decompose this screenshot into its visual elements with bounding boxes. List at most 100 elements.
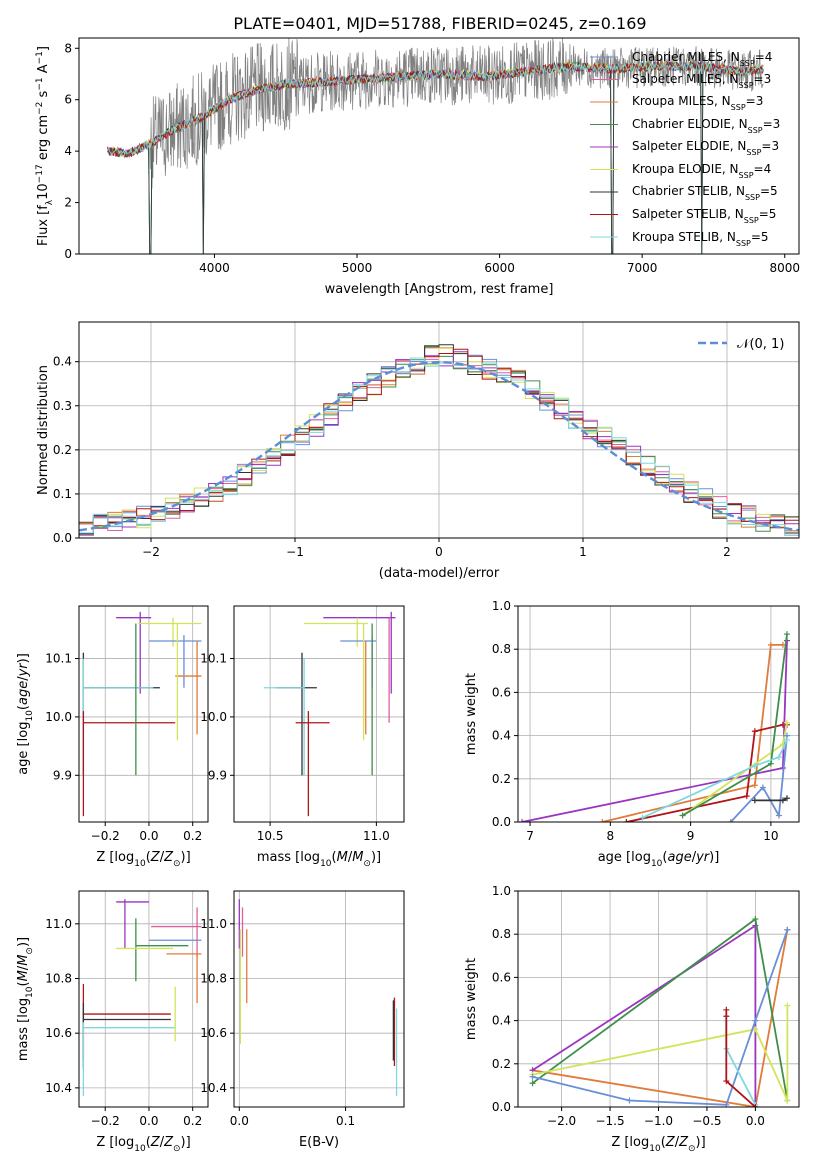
y-tick-label: 0.6 [492, 970, 511, 984]
data-point-marker [775, 812, 782, 819]
plot-area-mass_vs_ebv [234, 891, 404, 1107]
plot-area-massweight_vs_Z [518, 891, 799, 1107]
x-tick-label: 0.1 [336, 1114, 355, 1128]
x-tick-label: 0.0 [139, 829, 158, 843]
y-tick-label: 0.8 [492, 927, 511, 941]
y-tick-label: 11.0 [200, 917, 227, 931]
data-point-marker [784, 1002, 791, 1009]
x-tick-label: 0.0 [746, 1114, 765, 1128]
y-tick-label: 2 [64, 196, 72, 210]
y-axis-label: mass [log10(M/M⊙)] [16, 937, 35, 1061]
mass-weight-line [532, 1005, 789, 1101]
data-point-marker [759, 784, 766, 791]
legend-entry-chabrier-miles: Chabrier MILES, NSSP=4 [632, 50, 772, 68]
y-axis-label: mass weight [464, 958, 479, 1040]
data-point-marker [639, 814, 646, 821]
data-point-marker [784, 926, 791, 933]
x-tick-label: −1 [286, 545, 304, 559]
x-axis-label: Z [log10(Z/Z⊙)] [96, 850, 190, 869]
model-spectrum-line [107, 60, 764, 254]
x-tick-label: 9 [687, 829, 695, 843]
residual-histogram [79, 357, 799, 536]
axes-frame [78, 605, 209, 823]
x-tick-label: −0.2 [91, 1114, 120, 1128]
model-spectrum-line [107, 60, 764, 254]
data-point-marker [752, 1026, 759, 1033]
y-tick-label: 0.0 [492, 1100, 511, 1114]
mass-weight-line [626, 723, 787, 822]
y-tick-label: 10.4 [200, 1081, 227, 1095]
plot-area-residuals [79, 322, 799, 538]
y-tick-label: 8 [64, 41, 72, 55]
y-tick-label: 0.2 [53, 443, 72, 457]
y-tick-label: 0.4 [492, 729, 511, 743]
x-tick-label: 0.0 [139, 1114, 158, 1128]
y-tick-label: 11.0 [45, 917, 72, 931]
legend-entry-kroupa-miles: Kroupa MILES, NSSP=3 [632, 94, 763, 112]
legend-entry-salpeter-stelib: Salpeter STELIB, NSSP=5 [632, 207, 776, 225]
x-tick-label: 8000 [769, 261, 800, 275]
data-point-marker [752, 1104, 759, 1107]
y-tick-label: 10.0 [200, 710, 227, 724]
x-tick-label: −1.0 [644, 1114, 673, 1128]
mass-weight-line [531, 917, 789, 1101]
y-tick-label: 0.4 [492, 1014, 511, 1028]
data-point-marker [775, 754, 782, 761]
x-tick-label: 0.0 [230, 1114, 249, 1128]
residual-histogram [79, 348, 799, 529]
y-tick-label: 10.1 [200, 652, 227, 666]
data-point-marker [626, 1097, 633, 1104]
data-point-marker [599, 819, 606, 822]
observed-spectrum-line [107, 38, 764, 189]
y-tick-label: 0.0 [492, 815, 511, 829]
legend-entry-kroupa-elodie: Kroupa ELODIE, NSSP=4 [632, 162, 771, 180]
residual-histogram [79, 344, 799, 534]
y-axis-label: Flux [fλ10−17 erg cm−2 s−1 A−1] [35, 46, 55, 246]
y-tick-label: 0.2 [492, 772, 511, 786]
y-axis-label: mass weight [464, 673, 479, 755]
y-tick-label: 10.8 [200, 971, 227, 985]
x-tick-label: −0.2 [91, 829, 120, 843]
y-tick-label: 10.6 [45, 1026, 72, 1040]
data-point-marker [767, 760, 774, 767]
figure-title: PLATE=0401, MJD=51788, FIBERID=0245, z=0… [233, 14, 646, 33]
y-axis-label: Normed distribution [36, 365, 51, 495]
y-tick-label: 6 [64, 93, 72, 107]
data-point-marker [723, 1078, 730, 1085]
y-tick-label: 10.6 [200, 1026, 227, 1040]
mass-weight-line [532, 929, 789, 1107]
y-tick-label: 0.4 [53, 355, 72, 369]
data-point-marker [529, 1073, 536, 1080]
data-point-marker [751, 782, 758, 789]
axes-frame [78, 37, 800, 255]
x-tick-label: 2 [723, 545, 731, 559]
x-tick-label: 10.5 [257, 829, 284, 843]
axes-frame [233, 890, 405, 1108]
plot-area-massweight_vs_age [518, 606, 799, 822]
mass-weight-line [730, 735, 788, 822]
mass-weight-line [532, 929, 789, 1106]
x-axis-label: mass [log10(M/M⊙)] [257, 850, 381, 869]
y-tick-label: 10.8 [45, 971, 72, 985]
x-axis-label: (data-model)/error [379, 566, 500, 581]
mass-weight-line [532, 923, 757, 1107]
x-tick-label: 0.2 [183, 829, 202, 843]
y-tick-label: 0.6 [492, 685, 511, 699]
x-axis-label: age [log10(age/yr)] [598, 850, 720, 869]
y-axis-label: age [log10(age/yr)] [16, 653, 35, 775]
y-tick-label: 10.0 [45, 710, 72, 724]
y-tick-label: 0.3 [53, 399, 72, 413]
axes-frame [517, 605, 800, 823]
x-tick-label: −0.5 [692, 1114, 721, 1128]
y-tick-label: 9.9 [208, 768, 227, 782]
x-axis-label: Z [log10(Z/Z⊙)] [96, 1135, 190, 1154]
plot-area-spectrum [107, 38, 764, 254]
model-spectrum-line [107, 60, 764, 254]
y-tick-label: 4 [64, 144, 72, 158]
data-point-marker [783, 719, 790, 726]
x-tick-label: 11.0 [363, 829, 390, 843]
y-tick-label: 1.0 [492, 599, 511, 613]
y-tick-label: 0.2 [492, 1057, 511, 1071]
legend-entry-chabrier-elodie: Chabrier ELODIE, NSSP=3 [632, 117, 780, 135]
